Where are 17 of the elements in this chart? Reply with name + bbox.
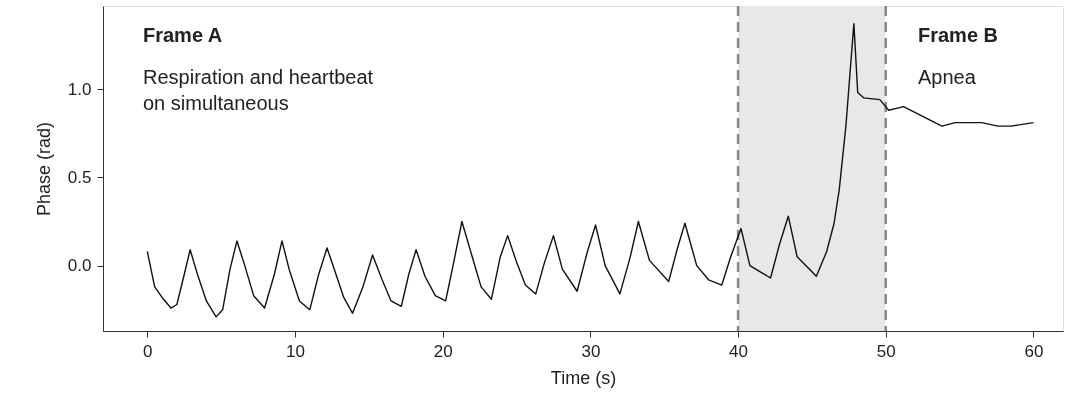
x-tick-label: 40 [729,341,749,361]
line-series [146,22,1035,318]
y-tick-label: 1.0 [67,79,92,99]
y-axis-title: Phase (rad) [33,121,54,217]
annotation: Respiration and heartbeat on simultaneous [143,66,374,114]
y-tick-label: 0.5 [67,167,92,187]
annotation: Frame B [918,24,999,46]
annotation: Apnea [918,66,977,88]
x-tick-label: 60 [1024,341,1044,361]
x-tick-label: 50 [876,341,896,361]
x-tick-label: 0 [143,341,153,361]
x-tick-label: 30 [581,341,601,361]
annotation: Frame A [143,24,223,46]
x-axis-title: Time (s) [550,367,617,388]
x-tick-label: 10 [286,341,305,361]
y-tick-label: 0.0 [67,256,92,276]
x-tick-label: 20 [433,341,453,361]
